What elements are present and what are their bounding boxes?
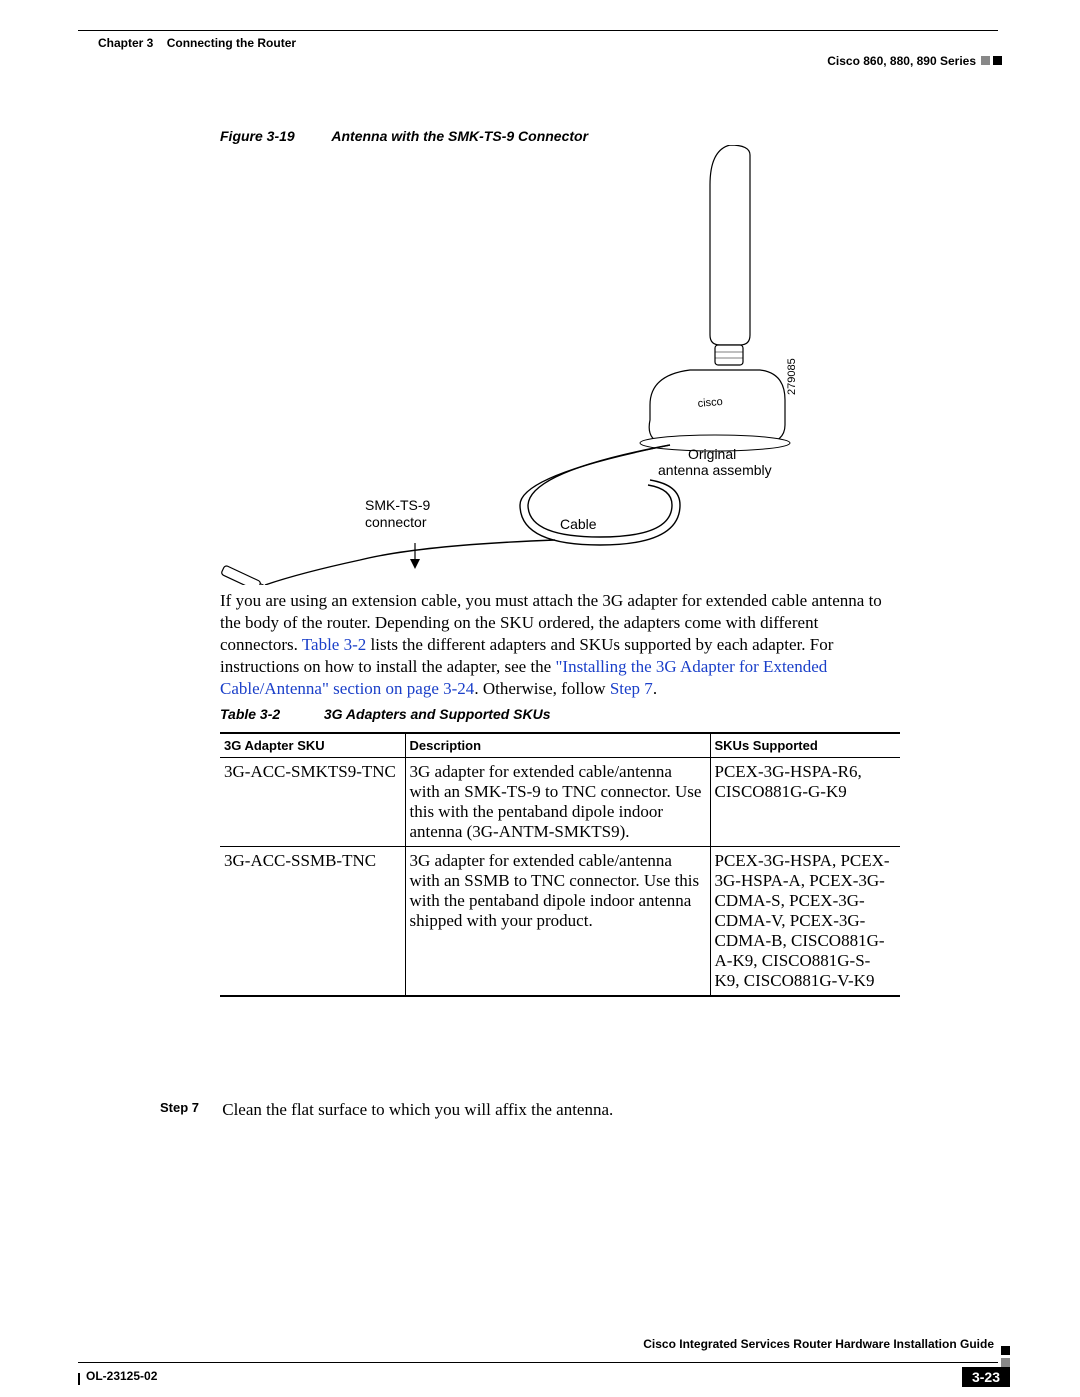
- page: Chapter 3 Connecting the Router Cisco 86…: [0, 0, 1080, 1397]
- svg-text:connector: connector: [365, 514, 427, 530]
- step-label: Step 7: [160, 1100, 218, 1115]
- cell-desc: 3G adapter for extended cable/antenna wi…: [405, 758, 710, 847]
- col-supported: SKUs Supported: [710, 733, 900, 758]
- svg-text:antenna assembly: antenna assembly: [658, 462, 772, 478]
- data-table: 3G Adapter SKU Description SKUs Supporte…: [220, 732, 900, 997]
- page-number: 3-23: [962, 1367, 1010, 1387]
- col-desc: Description: [405, 733, 710, 758]
- svg-text:Original: Original: [688, 446, 736, 462]
- cell-sku: 3G-ACC-SMKTS9-TNC: [220, 758, 405, 847]
- table-label: Table 3-2: [220, 706, 320, 722]
- cell-supported: PCEX-3G-HSPA, PCEX-3G-HSPA-A, PCEX-3G-CD…: [710, 847, 900, 997]
- table-caption: Table 3-2 3G Adapters and Supported SKUs: [220, 706, 551, 722]
- para-4: .: [653, 679, 657, 698]
- para-3: . Otherwise, follow: [474, 679, 610, 698]
- doc-id: OL-23125-02: [86, 1369, 157, 1383]
- table-row: 3G-ACC-SMKTS9-TNC 3G adapter for extende…: [220, 758, 900, 847]
- figure-id: 279085: [786, 358, 798, 395]
- figure-title: Antenna with the SMK-TS-9 Connector: [331, 128, 588, 144]
- cell-sku: 3G-ACC-SSMB-TNC: [220, 847, 405, 997]
- svg-text:SMK-TS-9: SMK-TS-9: [365, 497, 431, 513]
- col-sku: 3G Adapter SKU: [220, 733, 405, 758]
- header-rule: [78, 30, 998, 31]
- footer-guide: Cisco Integrated Services Router Hardwar…: [643, 1337, 994, 1351]
- figure-image: cisco 279085 SMK-TS-9 connector Cable Or…: [220, 145, 820, 585]
- footer-square-black: [1001, 1346, 1010, 1355]
- footer-left-bar: [78, 1373, 80, 1385]
- svg-text:cisco: cisco: [697, 396, 723, 410]
- table-title: 3G Adapters and Supported SKUs: [324, 706, 551, 722]
- table-header-row: 3G Adapter SKU Description SKUs Supporte…: [220, 733, 900, 758]
- cell-supported: PCEX-3G-HSPA-R6, CISCO881G-G-K9: [710, 758, 900, 847]
- footer-square-grey: [1001, 1358, 1010, 1367]
- chapter-line: Chapter 3 Connecting the Router: [98, 36, 296, 50]
- chapter-title: Connecting the Router: [167, 36, 296, 50]
- series-text: Cisco 860, 880, 890 Series: [827, 54, 976, 68]
- footer-rule: [78, 1362, 998, 1363]
- svg-text:Cable: Cable: [560, 516, 597, 532]
- link-table[interactable]: Table 3-2: [302, 635, 366, 654]
- step-text: Clean the flat surface to which you will…: [222, 1100, 613, 1119]
- link-step[interactable]: Step 7: [610, 679, 653, 698]
- table-row: 3G-ACC-SSMB-TNC 3G adapter for extended …: [220, 847, 900, 997]
- figure-label: Figure 3-19: [220, 128, 328, 144]
- figure-caption: Figure 3-19 Antenna with the SMK-TS-9 Co…: [220, 128, 588, 144]
- step-line: Step 7 Clean the flat surface to which y…: [160, 1100, 613, 1120]
- body-paragraph: If you are using an extension cable, you…: [220, 590, 900, 700]
- header-square-black: [993, 56, 1002, 65]
- cell-desc: 3G adapter for extended cable/antenna wi…: [405, 847, 710, 997]
- chapter-prefix: Chapter 3: [98, 36, 153, 50]
- header-square-grey: [981, 56, 990, 65]
